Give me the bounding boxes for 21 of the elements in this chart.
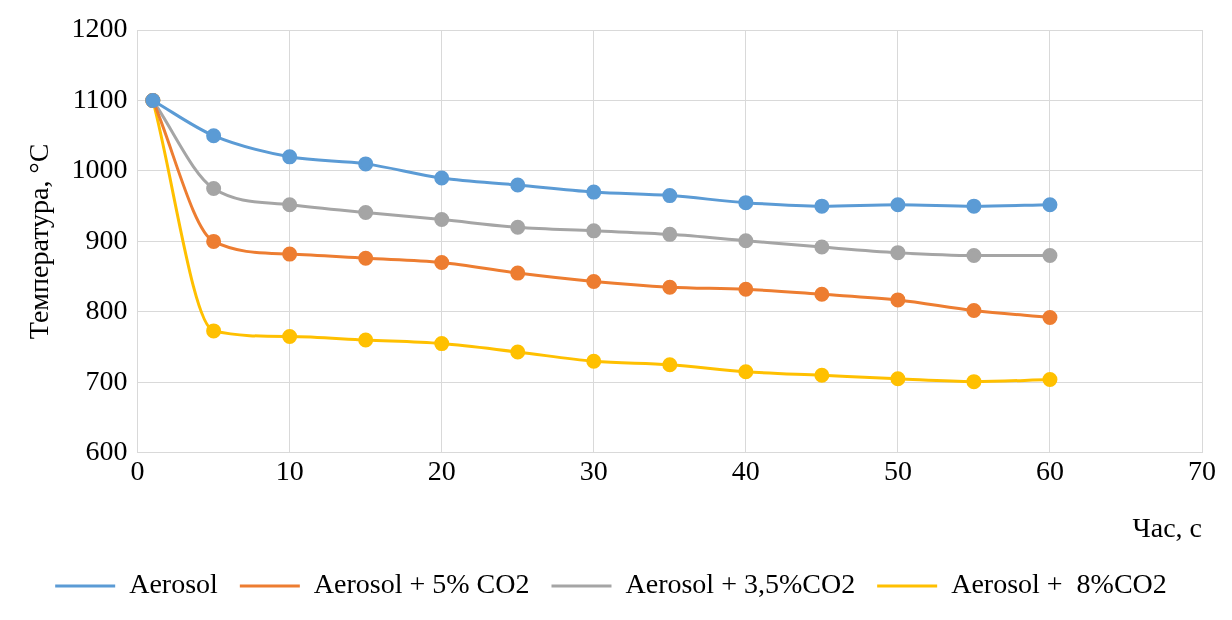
legend-label: Aerosol + 8%CO2 (951, 568, 1167, 600)
x-tick-label: 10 (275, 454, 304, 486)
y-tick-label: 1100 (72, 82, 128, 114)
legend-label: Aerosol (129, 568, 219, 600)
y-axis-title: Температура, °C (23, 143, 55, 340)
y-tick-label: 1000 (71, 153, 128, 185)
x-tick-label: 70 (1188, 454, 1216, 486)
x-tick-label: 60 (1035, 454, 1064, 486)
x-axis-title: Час, с (1132, 511, 1202, 543)
x-tick-label: 50 (883, 454, 912, 486)
x-tick-label: 40 (731, 454, 760, 486)
y-tick-label: 700 (85, 364, 128, 396)
x-tick-label: 20 (427, 454, 456, 486)
y-tick-label: 800 (85, 294, 128, 326)
y-tick-label: 900 (85, 223, 128, 255)
x-tick-label: 0 (130, 454, 145, 486)
y-tick-label: 1200 (71, 12, 128, 44)
x-tick-label: 30 (579, 454, 608, 486)
legend-label: Aerosol + 5% CO2 (313, 568, 530, 600)
y-tick-label: 600 (85, 435, 128, 467)
legend-label: Aerosol + 3,5%CO2 (625, 568, 856, 600)
